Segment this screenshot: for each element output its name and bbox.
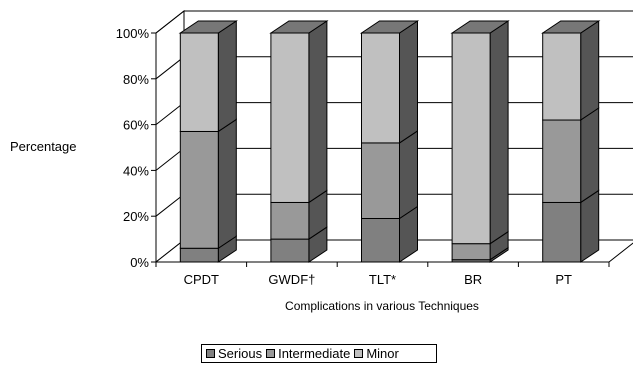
bar-serious — [361, 217, 400, 263]
y-tick-label: 60% — [123, 118, 149, 133]
legend-swatch — [354, 349, 364, 358]
legend-item: Serious — [206, 346, 262, 361]
bar-top — [541, 20, 601, 34]
y-axis-label: Percentage — [10, 139, 77, 154]
bar-minor — [270, 32, 310, 203]
x-axis-label: Complications in various Techniques — [285, 299, 479, 313]
gridline — [155, 10, 633, 34]
bar-side-minor — [580, 20, 600, 121]
y-tick-label: 20% — [123, 209, 149, 224]
bars — [178, 20, 601, 263]
bar-side-intermediate — [580, 107, 600, 204]
bar-side-minor — [308, 20, 328, 204]
bar-intermediate — [451, 243, 491, 261]
bar-minor — [179, 32, 219, 132]
y-tick-label: 0% — [130, 255, 149, 270]
bar-top — [450, 20, 510, 34]
bar-intermediate — [179, 130, 219, 249]
bar-top — [269, 20, 329, 34]
bar-side-minor — [399, 20, 418, 144]
x-tick-label: BR — [464, 272, 482, 287]
bar-intermediate — [361, 142, 400, 219]
legend-item: Intermediate — [266, 346, 350, 361]
bar-top — [178, 20, 238, 34]
legend-label: Serious — [218, 346, 263, 361]
bar-minor — [542, 32, 582, 121]
bar-minor — [361, 32, 400, 144]
bar-top — [359, 20, 420, 34]
legend-item: Minor — [354, 346, 399, 361]
x-tick-label: TLT* — [369, 272, 396, 287]
x-tick-label: PT — [555, 272, 572, 287]
legend-swatch — [206, 349, 215, 358]
legend-label: Minor — [366, 346, 399, 361]
y-tick-label: 100% — [116, 26, 150, 41]
bar-serious — [542, 201, 582, 263]
x-tick-label: GWDF† — [268, 272, 315, 287]
x-tick-label: CPDT — [184, 272, 219, 287]
bar-serious — [179, 247, 219, 263]
bar-side-intermediate — [217, 118, 237, 250]
legend-label: Intermediate — [278, 346, 351, 361]
bar-intermediate — [542, 119, 582, 203]
axes: 0% 20% 40% 60% 80% 100% CPDT GWDF† TLT* BR PT — [116, 26, 610, 287]
bar-side-minor — [489, 20, 509, 245]
bar-intermediate — [270, 201, 310, 240]
bar-serious — [270, 238, 310, 263]
y-tick-label: 40% — [123, 163, 149, 178]
bar-side-intermediate — [399, 129, 418, 220]
bar-side-minor — [217, 20, 237, 133]
bar-minor — [451, 32, 491, 245]
legend: Serious Intermediate Minor — [201, 344, 437, 363]
legend-swatch — [266, 349, 276, 358]
y-tick-label: 80% — [123, 72, 149, 87]
